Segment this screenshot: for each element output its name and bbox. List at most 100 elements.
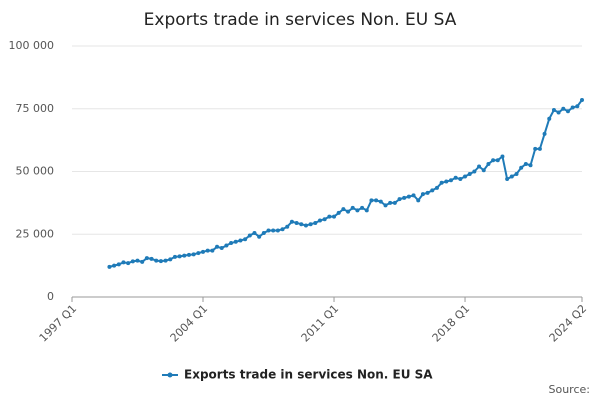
point	[420, 192, 425, 197]
legend-marker	[167, 372, 173, 378]
x-tick-label: 2011 Q1	[299, 302, 342, 345]
x-tick-label: 1997 Q1	[37, 302, 80, 345]
y-tick-label: 100 000	[9, 39, 55, 52]
point	[322, 217, 327, 222]
source: Source:	[549, 383, 591, 396]
point	[505, 177, 510, 182]
point	[472, 169, 477, 174]
point	[154, 258, 159, 263]
point	[177, 254, 182, 259]
x-tick-label: 2024 Q2	[547, 302, 590, 345]
point	[463, 174, 468, 179]
point	[556, 110, 561, 115]
point	[135, 258, 140, 263]
point	[425, 190, 430, 195]
point	[332, 214, 337, 219]
point	[252, 230, 257, 235]
x-tick-label: 2018 Q1	[430, 302, 473, 345]
point	[275, 228, 280, 233]
point	[551, 108, 556, 113]
point	[360, 205, 365, 210]
point	[355, 208, 360, 213]
point	[439, 180, 444, 185]
point	[570, 105, 575, 110]
point	[575, 104, 580, 109]
point	[458, 177, 463, 182]
point	[186, 252, 191, 257]
point	[383, 203, 388, 208]
point	[116, 262, 121, 267]
point	[313, 220, 318, 225]
chart-title: Exports trade in services Non. EU SA	[144, 10, 457, 30]
point	[191, 252, 196, 257]
point	[107, 264, 112, 269]
point	[467, 172, 472, 177]
point	[561, 106, 566, 111]
point	[205, 248, 210, 253]
point	[477, 164, 482, 169]
point	[547, 116, 552, 121]
point	[542, 131, 547, 136]
point	[528, 163, 533, 168]
point	[565, 109, 570, 114]
point	[257, 234, 262, 239]
point	[369, 198, 374, 203]
point	[434, 185, 439, 190]
point	[201, 249, 206, 254]
point	[378, 199, 383, 204]
point	[411, 193, 416, 198]
point	[243, 237, 248, 242]
point	[233, 239, 238, 244]
point	[453, 175, 458, 180]
point	[388, 200, 393, 205]
point	[486, 161, 491, 166]
series-line	[109, 99, 583, 268]
point	[303, 223, 308, 228]
point	[266, 228, 271, 233]
point	[247, 233, 252, 238]
point	[374, 198, 379, 203]
point	[430, 188, 435, 193]
point	[416, 198, 421, 203]
point	[341, 207, 346, 212]
point	[294, 220, 299, 225]
point	[533, 146, 538, 151]
point	[196, 251, 201, 256]
point	[364, 208, 369, 213]
point	[336, 210, 341, 215]
point	[219, 246, 224, 251]
point	[317, 218, 322, 223]
point	[158, 259, 163, 264]
point	[444, 179, 449, 184]
point	[121, 260, 126, 265]
point	[350, 205, 355, 210]
point	[519, 165, 524, 170]
point	[491, 158, 496, 163]
point	[327, 214, 332, 219]
y-tick-label: 25 000	[16, 227, 55, 240]
point	[308, 222, 313, 227]
point	[224, 243, 229, 248]
point	[406, 194, 411, 199]
point	[514, 172, 519, 177]
legend-label: Exports trade in services Non. EU SA	[184, 368, 433, 382]
point	[215, 244, 220, 249]
point	[500, 154, 505, 159]
point	[537, 146, 542, 151]
point	[495, 158, 500, 163]
point	[481, 168, 486, 173]
point	[392, 200, 397, 205]
point	[168, 257, 173, 262]
point	[210, 248, 215, 253]
point	[285, 224, 290, 229]
x-tick-label: 2004 Q1	[168, 302, 211, 345]
y-tick-label: 0	[47, 290, 54, 303]
point	[238, 238, 243, 243]
point	[126, 261, 131, 266]
point	[112, 263, 117, 268]
point	[580, 97, 584, 102]
point	[163, 258, 168, 263]
point	[130, 259, 135, 264]
point	[271, 228, 276, 233]
